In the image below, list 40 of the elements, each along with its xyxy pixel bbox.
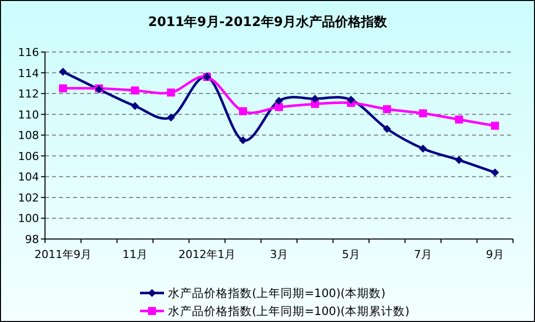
chart-title: 2011年9月-2012年9月水产品价格指数 xyxy=(148,14,388,30)
point xyxy=(419,144,427,153)
y-tick-label: 106 xyxy=(18,150,39,163)
point xyxy=(131,102,139,110)
x-tick-label: 9月 xyxy=(486,248,504,261)
point xyxy=(491,122,499,130)
y-tick-label: 102 xyxy=(18,191,39,204)
x-tick-label: 2011年9月 xyxy=(34,248,92,261)
legend-label: 水产品价格指数(上年同期=100)(本期数) xyxy=(168,286,386,300)
x-tick-label: 11月 xyxy=(122,248,148,261)
point xyxy=(59,84,67,92)
y-tick-label: 104 xyxy=(18,170,39,184)
y-tick-label: 100 xyxy=(18,212,39,226)
point xyxy=(383,105,391,114)
point xyxy=(455,156,463,164)
point xyxy=(311,94,319,103)
point xyxy=(59,68,67,76)
point xyxy=(347,96,355,104)
x-tick-label: 3月 xyxy=(270,248,288,261)
point xyxy=(491,168,499,177)
legend-label: 水产品价格指数(上年同期=100)(本期累计数) xyxy=(168,304,410,318)
point xyxy=(419,109,427,118)
y-tick-label: 114 xyxy=(18,66,39,80)
point xyxy=(275,103,283,112)
y-tick-label: 98 xyxy=(25,233,39,246)
point xyxy=(275,96,283,105)
x-tick-label: 7月 xyxy=(414,248,432,261)
point xyxy=(131,86,139,94)
y-tick-label: 108 xyxy=(18,129,39,142)
point xyxy=(167,113,175,122)
point xyxy=(167,88,175,97)
y-tick-label: 110 xyxy=(18,108,39,122)
point xyxy=(455,116,463,124)
x-tick-label: 2012年1月 xyxy=(178,248,236,261)
point xyxy=(239,136,247,144)
y-tick-label: 112 xyxy=(18,88,39,101)
x-tick-label: 5月 xyxy=(342,248,360,261)
point xyxy=(383,124,391,133)
y-tick-label: 116 xyxy=(18,46,39,59)
point xyxy=(239,107,247,116)
